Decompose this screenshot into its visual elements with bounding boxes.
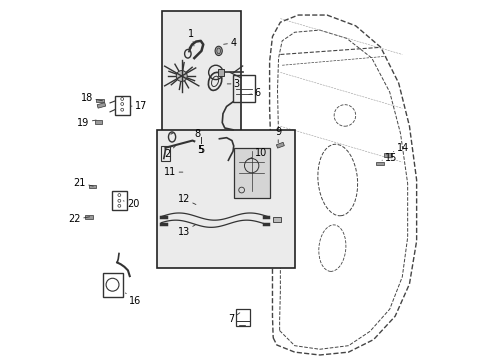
- Text: 20: 20: [123, 199, 139, 210]
- Bar: [384, 153, 391, 157]
- Text: 12: 12: [177, 194, 196, 204]
- Ellipse shape: [215, 46, 222, 55]
- Text: 10: 10: [247, 148, 266, 159]
- Text: 17: 17: [130, 101, 147, 111]
- Text: 4: 4: [223, 38, 236, 48]
- Bar: [96, 99, 104, 102]
- Text: 7: 7: [228, 313, 239, 324]
- Text: 2: 2: [164, 146, 175, 159]
- Text: 3: 3: [227, 79, 240, 89]
- Bar: [102, 273, 122, 297]
- Bar: [162, 12, 241, 137]
- Text: 15: 15: [381, 153, 397, 163]
- Bar: [85, 215, 93, 219]
- Bar: [233, 75, 254, 102]
- Bar: [161, 146, 170, 161]
- Bar: [276, 142, 284, 148]
- Text: 8: 8: [194, 129, 200, 139]
- Bar: [233, 148, 269, 198]
- Text: 16: 16: [125, 293, 141, 306]
- Text: 18: 18: [81, 93, 102, 103]
- Text: 5: 5: [198, 145, 204, 155]
- Text: 19: 19: [77, 118, 96, 128]
- Text: 14: 14: [393, 143, 408, 153]
- Bar: [376, 162, 384, 165]
- Text: 13: 13: [177, 225, 196, 237]
- Bar: [156, 130, 294, 268]
- Text: 5: 5: [197, 145, 203, 155]
- Bar: [115, 96, 129, 115]
- Text: 9: 9: [275, 127, 281, 143]
- Text: 1: 1: [188, 29, 194, 46]
- Text: 21: 21: [74, 178, 93, 188]
- Circle shape: [176, 71, 187, 81]
- Bar: [94, 120, 102, 124]
- Bar: [88, 185, 96, 188]
- Text: 6: 6: [248, 88, 260, 98]
- Bar: [235, 309, 250, 326]
- Bar: [273, 217, 281, 222]
- Text: 22: 22: [68, 215, 89, 224]
- Text: 11: 11: [164, 167, 183, 177]
- Bar: [218, 69, 224, 76]
- Bar: [112, 191, 126, 211]
- Bar: [97, 103, 105, 108]
